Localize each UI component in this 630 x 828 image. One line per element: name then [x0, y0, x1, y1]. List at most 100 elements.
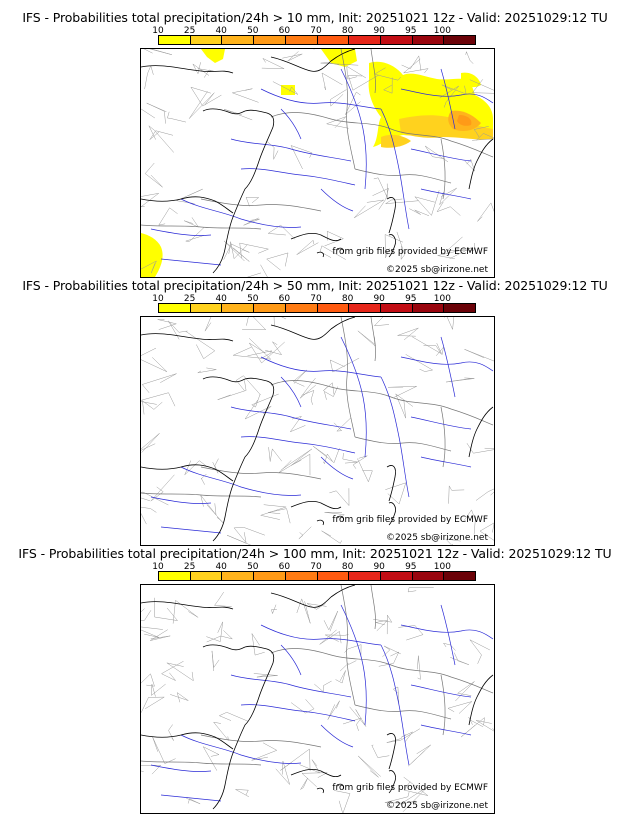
colorbar-tick-label: 10	[152, 26, 164, 36]
country-border	[340, 49, 356, 170]
admin-boundaries	[141, 587, 494, 813]
colorbar-swatch	[222, 304, 255, 312]
country-border	[200, 198, 322, 212]
colorbar-tick-label: 70	[310, 26, 322, 36]
river	[420, 724, 472, 736]
precip-area	[399, 115, 493, 140]
colorbar-swatch	[444, 304, 476, 312]
colorbar-tick-label: 10	[152, 294, 164, 304]
panel-100mm: IFS - Probabilities total precipitation/…	[0, 546, 630, 816]
colorbar-swatch	[254, 304, 286, 312]
colorbar-swatch	[159, 304, 191, 312]
coastline	[212, 377, 275, 542]
river	[340, 604, 367, 726]
colorbar-tick-label: 60	[278, 562, 291, 572]
colorbar-tick-label: 25	[183, 26, 196, 36]
coastline	[141, 196, 234, 214]
river	[320, 456, 354, 480]
map-svg	[141, 585, 494, 813]
river	[230, 138, 352, 162]
river	[380, 376, 410, 498]
country-border	[354, 168, 452, 184]
colorbar-swatch	[380, 572, 413, 580]
coastline	[468, 138, 494, 190]
river	[440, 604, 456, 666]
coastline	[316, 251, 324, 258]
admin-boundaries	[141, 317, 494, 545]
colorbar-tick-label: 60	[278, 294, 291, 304]
colorbar-tick-label: 70	[310, 562, 322, 572]
colorbar-swatch	[159, 572, 191, 580]
colorbar-swatch	[444, 572, 476, 580]
colorbar-labels: 10 25 40 50 60 70 80 90 95 100	[148, 294, 498, 305]
country-border	[141, 224, 262, 230]
colorbar-tick-label: 100	[433, 562, 451, 572]
colorbar-swatch	[285, 36, 318, 44]
colorbar-tick-label: 90	[373, 294, 385, 304]
river	[160, 526, 222, 534]
coastline	[468, 406, 494, 458]
river	[440, 336, 456, 398]
coastline	[386, 465, 396, 502]
river	[400, 624, 494, 640]
colorbar-swatch	[254, 572, 286, 580]
river	[230, 406, 352, 430]
river	[260, 356, 382, 378]
coastline	[270, 592, 332, 608]
precip-area	[381, 134, 411, 148]
credit-source: from grib files provided by ECMWF	[332, 247, 488, 257]
river	[160, 258, 222, 266]
coastline	[202, 108, 246, 115]
river	[260, 88, 382, 110]
colorbar-tick-label: 90	[373, 562, 385, 572]
river	[410, 416, 472, 430]
coastline	[202, 644, 246, 651]
colorbar-swatch	[444, 36, 476, 44]
colorbar-tick-label: 25	[183, 294, 196, 304]
precip-area	[461, 72, 481, 88]
colorbar-swatch	[285, 304, 318, 312]
coastline	[388, 770, 396, 794]
colorbar-swatch	[222, 572, 255, 580]
colorbar-swatch	[190, 572, 223, 580]
colorbar-labels: 10 25 40 50 60 70 80 90 95 100	[148, 26, 498, 37]
coastline	[141, 464, 234, 482]
colorbar-tick-label: 25	[183, 562, 196, 572]
country-border	[200, 734, 322, 748]
colorbar-tick-label: 90	[373, 26, 385, 36]
country-border	[340, 317, 356, 438]
country-border	[440, 406, 446, 468]
river	[180, 466, 302, 496]
river	[420, 456, 472, 468]
coastline	[386, 733, 396, 770]
river	[320, 188, 354, 212]
river	[180, 198, 302, 228]
colorbar-tick-label: 10	[152, 562, 164, 572]
river	[150, 496, 212, 504]
coastline	[336, 515, 344, 522]
colorbar-swatch	[190, 36, 223, 44]
map-50mm: from grib files provided by ECMWF ©2025 …	[140, 316, 495, 546]
panel-title: IFS - Probabilities total precipitation/…	[18, 546, 612, 561]
country-border	[340, 585, 356, 706]
coastline	[290, 232, 342, 242]
colorbar-swatch	[380, 36, 413, 44]
country-border	[200, 466, 322, 480]
coastline	[316, 787, 324, 794]
coastline	[202, 376, 246, 383]
precip-area	[141, 233, 163, 277]
coastline	[141, 732, 234, 750]
coastline	[330, 585, 356, 598]
map-svg	[141, 49, 494, 277]
colorbar-tick-label: 60	[278, 26, 291, 36]
river	[440, 68, 456, 130]
colorbar-swatch	[412, 36, 445, 44]
colorbar-tick-label: 100	[433, 294, 451, 304]
colorbar-swatch	[349, 36, 381, 44]
credit-source: from grib files provided by ECMWF	[332, 515, 488, 525]
colorbar-tick-label: 95	[405, 26, 417, 36]
country-border	[440, 674, 446, 736]
colorbar-swatch	[285, 572, 318, 580]
colorbar	[158, 35, 476, 45]
river	[160, 794, 222, 802]
